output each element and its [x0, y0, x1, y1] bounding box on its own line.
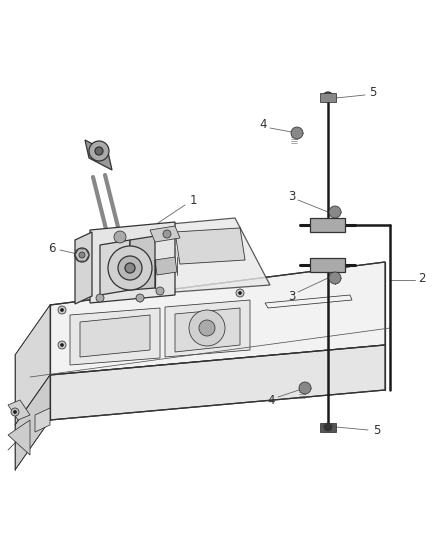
Circle shape [114, 231, 126, 243]
Polygon shape [100, 240, 130, 295]
Polygon shape [50, 345, 385, 420]
Polygon shape [80, 315, 150, 357]
Polygon shape [320, 423, 336, 432]
Circle shape [79, 252, 85, 258]
Polygon shape [15, 375, 50, 470]
Polygon shape [155, 257, 177, 275]
Circle shape [60, 309, 64, 311]
Polygon shape [35, 408, 50, 432]
Polygon shape [90, 222, 175, 303]
Polygon shape [75, 232, 92, 304]
Polygon shape [15, 305, 50, 425]
Circle shape [329, 272, 341, 284]
Polygon shape [70, 308, 160, 365]
Circle shape [326, 95, 330, 99]
Polygon shape [320, 93, 336, 102]
Text: 3: 3 [288, 190, 296, 204]
Circle shape [136, 294, 144, 302]
Text: 4: 4 [267, 393, 275, 407]
Polygon shape [130, 236, 155, 290]
Text: 3: 3 [288, 289, 296, 303]
Text: 4: 4 [259, 118, 267, 132]
Text: 5: 5 [373, 424, 381, 437]
Circle shape [95, 147, 103, 155]
Polygon shape [8, 420, 30, 455]
Polygon shape [85, 140, 112, 170]
Circle shape [239, 292, 241, 295]
Circle shape [60, 343, 64, 346]
Text: 6: 6 [48, 241, 56, 254]
Circle shape [323, 92, 333, 102]
Circle shape [58, 306, 66, 314]
Circle shape [163, 230, 171, 238]
Polygon shape [165, 300, 250, 357]
Circle shape [118, 256, 142, 280]
Polygon shape [310, 218, 345, 232]
Polygon shape [175, 228, 245, 264]
Polygon shape [50, 262, 385, 375]
Polygon shape [175, 308, 240, 352]
Polygon shape [75, 249, 89, 261]
Circle shape [324, 423, 332, 431]
Circle shape [329, 206, 341, 218]
Circle shape [11, 408, 19, 416]
Polygon shape [8, 400, 30, 420]
Circle shape [236, 289, 244, 297]
Circle shape [14, 410, 17, 414]
Circle shape [58, 341, 66, 349]
Circle shape [199, 320, 215, 336]
Circle shape [189, 310, 225, 346]
Text: 1: 1 [189, 193, 197, 206]
Text: 2: 2 [418, 271, 426, 285]
Text: 5: 5 [369, 86, 377, 100]
Circle shape [125, 263, 135, 273]
Circle shape [108, 246, 152, 290]
Circle shape [89, 141, 109, 161]
Polygon shape [150, 226, 180, 242]
Circle shape [75, 248, 89, 262]
Polygon shape [310, 258, 345, 272]
Circle shape [156, 287, 164, 295]
Polygon shape [160, 218, 270, 292]
Circle shape [96, 294, 104, 302]
Circle shape [291, 127, 303, 139]
Circle shape [299, 382, 311, 394]
